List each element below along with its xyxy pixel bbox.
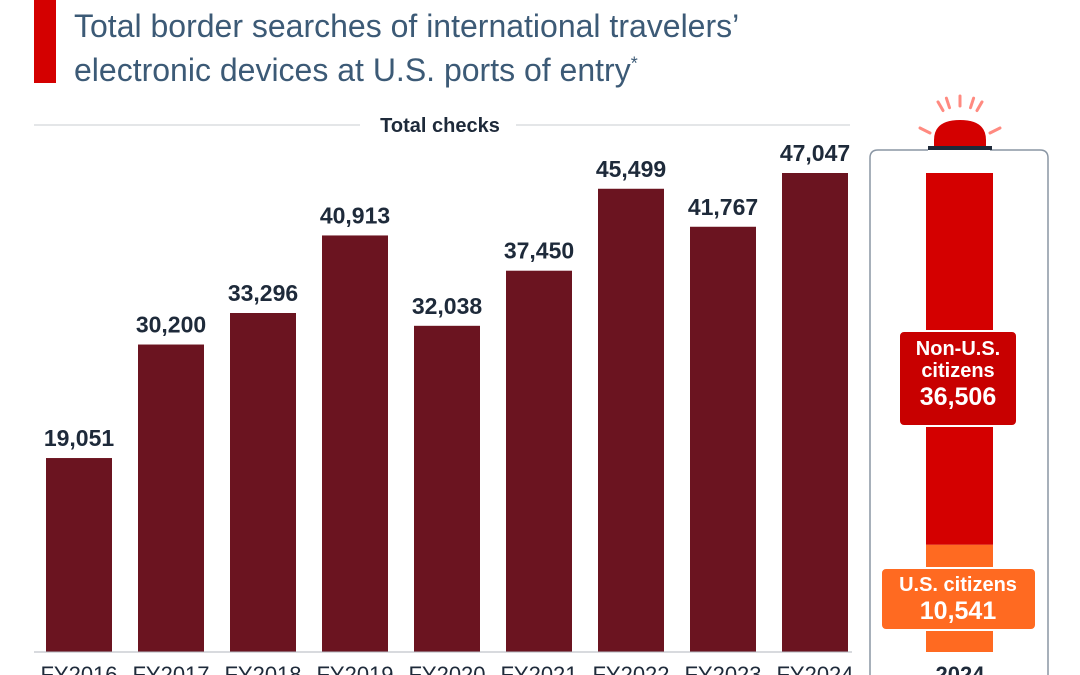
breakdown-bracket [869, 149, 1049, 675]
value-label-fy2022: 45,499 [596, 156, 666, 182]
siren-icon [934, 120, 986, 147]
tick-label-fy2017: FY2017 [132, 662, 209, 675]
title-line-1: Total border searches of international t… [74, 8, 740, 44]
bar-fy2024 [782, 173, 848, 652]
callout-us-citizens [880, 567, 1037, 631]
bar-fy2018 [230, 313, 296, 652]
chart-title: Total border searches of international t… [74, 4, 974, 92]
value-label-fy2018: 33,296 [228, 280, 298, 306]
title-accent-bar [34, 0, 56, 83]
siren-ray-icon-1 [944, 96, 951, 110]
value-label-fy2017: 30,200 [136, 312, 206, 338]
siren-ray-icon-4 [975, 100, 984, 113]
value-label-fy2021: 37,450 [504, 238, 574, 264]
tick-label-fy2023: FY2023 [684, 662, 761, 675]
tick-label-fy2019: FY2019 [316, 662, 393, 675]
siren-ray-icon-left [918, 126, 932, 135]
value-label-fy2020: 32,038 [412, 293, 483, 319]
tick-label-fy2020: FY2020 [408, 662, 485, 675]
callout-non-us-value: 36,506 [920, 383, 996, 411]
tick-label-fy2016: FY2016 [40, 662, 117, 675]
siren-base-icon [928, 146, 992, 150]
title-line-2-text: electronic devices at U.S. ports of entr… [74, 52, 631, 88]
callout-non-us-citizens [898, 330, 1018, 427]
bar-fy2023 [690, 226, 756, 652]
siren-ray-icon-0 [936, 100, 945, 113]
tick-label-fy2021: FY2021 [500, 662, 577, 675]
callout-non-us-label-line2: citizens [921, 360, 994, 382]
callout-non-us-label-line1: Non-U.S. [916, 338, 1000, 360]
value-label-fy2016: 19,051 [44, 425, 115, 451]
tick-label-fy2024: FY2024 [776, 662, 853, 675]
siren-ray-icon-3 [969, 96, 976, 110]
siren-ray-icon-right [988, 126, 1002, 135]
bar-fy2020 [414, 325, 480, 652]
bar-fy2021 [506, 270, 572, 652]
tick-label-fy2018: FY2018 [224, 662, 301, 675]
bar-fy2022 [598, 188, 664, 652]
bar-fy2016 [46, 458, 112, 652]
bar-fy2017 [138, 344, 204, 652]
value-label-fy2024: 47,047 [780, 140, 850, 166]
value-label-fy2019: 40,913 [320, 202, 390, 228]
callout-us-label: U.S. citizens [899, 574, 1017, 596]
callout-us-value: 10,541 [920, 597, 997, 625]
footnote-marker: * [630, 53, 638, 74]
bar-fy2019 [322, 235, 388, 652]
section-label-total-checks: Total checks [380, 115, 500, 137]
tick-label-fy2022: FY2022 [592, 662, 669, 675]
value-label-fy2023: 41,767 [688, 194, 758, 220]
tick-label-2024: 2024 [936, 662, 986, 675]
title-line-2: electronic devices at U.S. ports of entr… [74, 48, 974, 92]
